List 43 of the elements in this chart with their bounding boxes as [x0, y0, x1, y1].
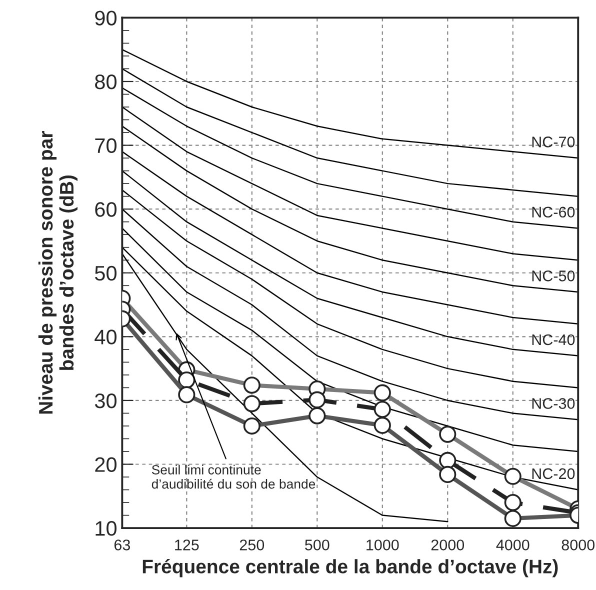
point [439, 452, 456, 469]
series-label: NC-30 [532, 398, 575, 409]
line-series [122, 253, 448, 522]
line-series [122, 208, 578, 420]
x-tick-label: 125 [175, 540, 199, 550]
y-tick-label: 40 [94, 330, 117, 344]
point [243, 395, 260, 412]
y-tick-label: 90 [95, 10, 117, 26]
x-axis-title: Fréquence centrale de la bande d’octave (Hz) [142, 558, 558, 578]
line-series [122, 246, 578, 490]
y-tick-label: 70 [95, 138, 117, 154]
x-tick-label: 250 [240, 540, 264, 550]
y-tick-label: 30 [94, 393, 117, 408]
line-series [122, 48, 578, 159]
series-label: NC-20 [532, 468, 575, 480]
x-tick-label: 8000 [562, 540, 595, 550]
point [374, 400, 391, 418]
annotation: Seuil limi continute d’audibilité du son de bande [152, 464, 316, 489]
series-label: NC-50 [532, 270, 575, 282]
x-tick-label: 500 [305, 540, 330, 550]
x-tick-label: 2000 [431, 540, 464, 550]
line-series [122, 87, 578, 229]
line-series [122, 126, 578, 293]
y-tick-label: 80 [95, 74, 117, 90]
y-tick-label: 10 [96, 521, 117, 536]
y-tick-label: 20 [95, 457, 117, 472]
x-tick-label: 1000 [366, 540, 399, 550]
line-series [122, 189, 578, 388]
x-tick-label: 63 [114, 540, 130, 550]
line-series [122, 106, 578, 261]
line-series [122, 228, 578, 452]
line-series [122, 170, 578, 356]
y-tick-label: 60 [95, 202, 117, 217]
point [308, 391, 326, 408]
line-series [122, 151, 578, 325]
point [504, 494, 522, 512]
series-label: NC-70 [532, 136, 575, 148]
line-series [122, 68, 578, 197]
x-tick-label: 4000 [496, 540, 530, 550]
series-label: NC-60 [532, 206, 575, 218]
y-tick-label: 50 [94, 266, 117, 281]
y-axis-title: Niveau de pression sonore par bandes d’octave (dB) [38, 131, 78, 414]
series-label: NC-40 [532, 334, 575, 346]
